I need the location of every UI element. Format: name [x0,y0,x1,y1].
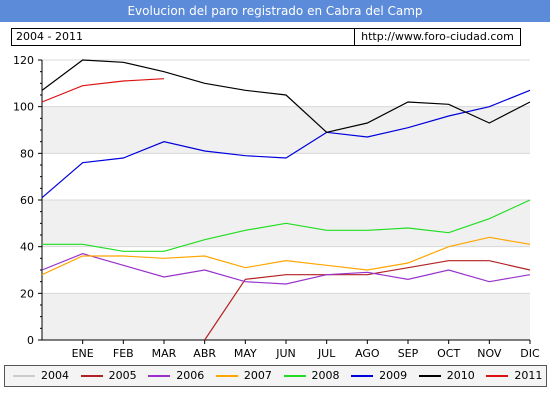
y-ticks: 0 20 40 60 80 100 120 [13,54,42,347]
series-line-2007 [41,236,531,276]
series-line-2010 [41,59,531,133]
legend: 2004 2005 2006 2007 2008 2009 2010 2011 [4,365,547,387]
x-tick-label: DIC [520,347,540,360]
legend-swatch [13,375,35,377]
x-tick-label: ABR [193,347,216,360]
x-tick-label: MAR [152,347,177,360]
legend-swatch [351,375,374,377]
series-line-2011 [41,78,165,103]
x-tick-label: ENE [72,347,94,360]
x-tick-label: SEP [398,347,419,360]
legend-swatch [215,375,238,377]
series-line-2006 [41,253,531,285]
y-tick-label: 60 [20,194,34,207]
legend-swatch [148,375,171,377]
legend-label: 2011 [514,369,543,382]
legend-label: 2007 [243,369,272,382]
x-tick-label: OCT [437,347,460,360]
x-tick-label: JUN [275,347,296,360]
legend-label: 2005 [108,369,137,382]
legend-swatch [283,375,306,377]
y-tick-label: 80 [20,147,34,160]
x-tick-label: MAY [234,347,257,360]
site-url-label: http://www.foro-ciudad.com [354,29,520,45]
y-tick-label: 100 [13,101,34,114]
chart-title: Evolucion del paro registrado en Cabra d… [127,4,423,18]
x-tick-label: FEB [113,347,134,360]
x-ticks: ENE FEB MAR ABR MAY JUN JUL AGO SEP OCT NOV DIC [72,340,540,360]
legend-swatch [80,375,103,377]
y-tick-label: 120 [13,54,34,67]
y-tick-label: 40 [20,241,34,254]
y-tick-label: 0 [27,334,34,347]
series-line-2008 [42,199,531,252]
info-box: 2004 - 2011 http://www.foro-ciudad.com [11,28,521,46]
plot-band [42,293,530,340]
series-lines [41,59,531,341]
y-tick-label: 20 [20,287,34,300]
x-tick-label: JUL [317,347,336,360]
title-bar: Evolucion del paro registrado en Cabra d… [0,0,550,22]
plot-bands [42,106,530,340]
plot-band [42,106,530,154]
legend-label: 2010 [446,369,475,382]
year-range-label: 2004 - 2011 [16,30,83,43]
legend-swatch [418,375,441,377]
legend-label: 2004 [41,369,69,382]
legend-swatch [486,375,509,377]
legend-label: 2008 [311,369,340,382]
legend-label: 2006 [176,369,205,382]
x-tick-label: AGO [355,347,380,360]
series-line-2009 [41,89,531,199]
legend-label: 2009 [379,369,408,382]
series-line-2005 [204,260,531,341]
x-tick-label: NOV [477,347,502,360]
